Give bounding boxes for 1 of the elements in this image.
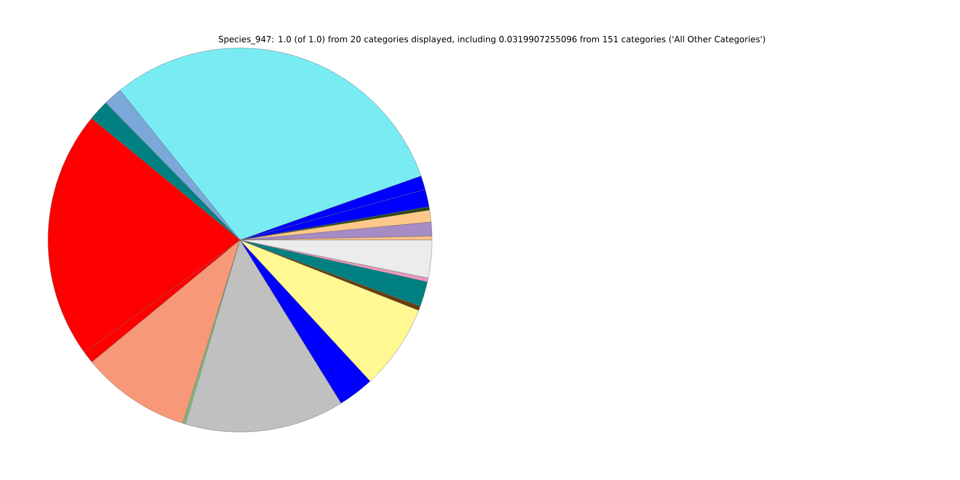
text: Species_947: 1.0 (of 1.0) from 20 categories displayed, including 0.0319907255096 from 151 categories ('All Other Categories') [218,36,765,44]
